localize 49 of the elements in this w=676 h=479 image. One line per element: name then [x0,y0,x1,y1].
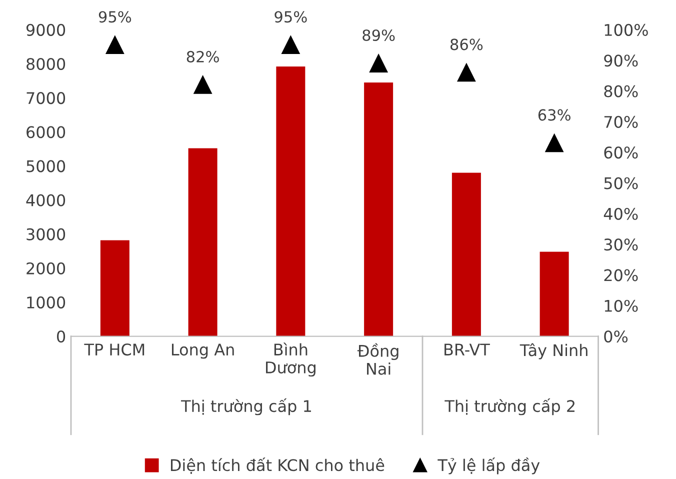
y-tick-label: 8000 [26,58,66,70]
bar [188,148,218,336]
y-tick-label: 7000 [26,92,66,104]
y-tick-label: 3000 [26,228,66,240]
y2-tick-label: 70% [604,116,638,128]
y2-tick-label: 100% [604,24,648,36]
legend-label: Tỷ lệ lấp đầy [438,457,540,474]
x-tick-label: Bình Dương [266,342,316,377]
point [370,54,388,72]
y-tick-label: 1000 [27,296,66,308]
y2-tick-label: 80% [604,85,638,98]
text: Thị trường cấp 2 [444,398,574,416]
bar [540,252,569,336]
x-tick-label: Tây Ninh [520,343,588,360]
y-tick-label: 4000 [26,194,66,206]
y-tick-label: 5000 [26,160,66,172]
point [545,134,564,152]
bar [276,66,306,336]
bar [364,82,394,336]
y2-tick-label: 10% [604,300,638,312]
y2-tick-label: 0% [604,330,628,343]
y2-tick-label: 30% [604,238,638,251]
x-tick-label: TP HCM [84,343,144,356]
bar [100,240,130,336]
data-label: 95% [98,11,132,23]
y2-tick-label: 50% [604,177,638,190]
data-label: 86% [450,38,483,50]
point [282,36,300,54]
x-tick-label: BR-VT [444,344,490,356]
y2-tick-label: 20% [604,269,638,282]
text: Thị trường cấp 1 [180,398,311,416]
point [457,64,476,82]
y-tick-label: 0 [57,330,66,343]
point [106,36,124,54]
x-tick-label: Long An [172,344,234,359]
data-label: 82% [186,50,219,62]
y-tick-label: 9000 [26,24,66,36]
legend-label: Diện tích đất KCN cho thuê [170,457,384,474]
point [194,76,212,94]
y2-tick-label: 60% [604,146,638,159]
y-tick-label: 2000 [26,262,66,274]
bar [452,172,481,336]
y2-tick-label: 90% [604,54,638,67]
y2-tick-label: 40% [604,208,638,220]
data-label: 95% [274,11,307,23]
x-tick-label: Đồng Nai [357,343,398,375]
data-label: 89% [362,29,395,42]
y-tick-label: 6000 [26,126,66,138]
data-label: 63% [538,109,570,121]
